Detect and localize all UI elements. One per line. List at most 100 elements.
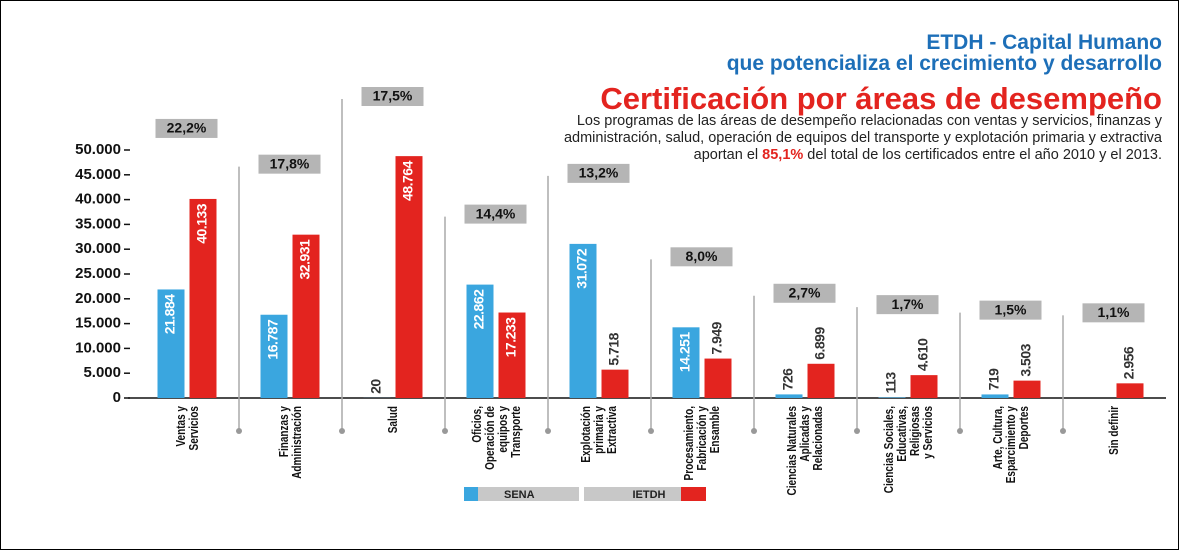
share-label: 14,4%	[476, 205, 516, 221]
y-tick-label: 40.000	[75, 191, 121, 208]
x-tick-label: Arte, Cultura, Esparcimiento y Deportes	[991, 406, 1031, 484]
y-tick-label: 50.000	[75, 141, 121, 158]
x-tick-label: Explotación primaria y Extractiva	[579, 406, 619, 463]
separator-dot	[957, 428, 963, 434]
heading: Certificación por áreas de desempeño	[600, 81, 1162, 116]
share-label: 8,0%	[686, 248, 718, 264]
value-label: 22.862	[471, 289, 487, 330]
share-box	[258, 154, 321, 174]
bar	[1116, 383, 1144, 398]
share-box	[464, 204, 527, 224]
title: ETDH - Capital Humano	[926, 31, 1162, 54]
legend-swatch	[464, 487, 478, 501]
value-label: 726	[780, 368, 796, 391]
separator-dot	[751, 428, 757, 434]
separator-dot	[442, 428, 448, 434]
value-label: 48.764	[400, 160, 416, 201]
value-label: 14.251	[677, 332, 693, 373]
description: Los programas de las áreas de desempeño …	[512, 113, 1162, 164]
value-label: 7.949	[709, 321, 725, 354]
separator-dot	[1060, 428, 1066, 434]
y-tick-label: 20.000	[75, 290, 121, 307]
separator-dot	[339, 428, 345, 434]
y-tick-label: 5.000	[83, 364, 121, 381]
x-tick-label: Procesamiento, Fabricación y Ensamble	[682, 406, 722, 481]
value-label: 113	[883, 372, 899, 394]
share-box	[979, 300, 1042, 320]
bar	[910, 375, 938, 398]
legend-swatch	[681, 487, 706, 501]
share-box	[361, 87, 424, 106]
share-box	[876, 295, 939, 315]
y-tick-label: 35.000	[75, 215, 121, 232]
y-tick-label: 30.000	[75, 240, 121, 257]
description-highlight: 85,1%	[762, 147, 804, 163]
x-tick-label: Oficios, Operación de equipos y Transpor…	[469, 406, 523, 470]
value-label: 6.899	[812, 327, 828, 360]
share-label: 1,1%	[1098, 304, 1130, 320]
value-label: 719	[986, 368, 1002, 391]
legend-label: IETDH	[633, 489, 666, 501]
share-box	[773, 283, 836, 303]
bar	[498, 312, 526, 398]
bar	[157, 289, 185, 398]
bar	[981, 394, 1009, 398]
value-label: 5.718	[606, 332, 622, 365]
bar	[878, 397, 906, 398]
legend-bar	[584, 487, 681, 501]
legend-label: SENA	[504, 489, 535, 501]
value-label: 40.133	[194, 203, 210, 244]
x-tick-label: Ciencias Sociales, Educativas, Religiosa…	[881, 406, 935, 494]
y-tick-label: 10.000	[75, 339, 121, 356]
value-label: 4.610	[915, 338, 931, 371]
x-tick-label: Finanzas y Administración	[276, 406, 304, 479]
x-tick-label: Ventas y Servicios	[173, 406, 201, 451]
bar	[672, 327, 700, 398]
bar	[466, 284, 494, 398]
share-box	[1082, 303, 1145, 323]
y-tick-label: 25.000	[75, 265, 121, 282]
x-tick-label: Sin definir	[1107, 406, 1121, 455]
value-label: 20	[368, 379, 384, 394]
share-label: 2,7%	[789, 284, 821, 300]
share-label: 13,2%	[579, 165, 619, 181]
subtitle: que potencializa el crecimiento y desarr…	[726, 52, 1162, 75]
share-box	[567, 163, 630, 183]
description-text: del total de los certificados entre el a…	[803, 147, 1162, 163]
description-text: Los programas de las áreas de desempeño …	[563, 113, 1162, 163]
share-label: 1,7%	[892, 296, 924, 312]
y-tick-label: 0	[113, 389, 121, 406]
bar	[775, 394, 803, 398]
legend-bar	[478, 487, 579, 501]
value-label: 21.884	[162, 294, 178, 335]
x-tick-label: Ciencias Naturales Aplicadas y Relaciona…	[785, 406, 825, 496]
value-label: 3.503	[1018, 343, 1034, 376]
bar	[807, 363, 835, 398]
bar	[704, 358, 732, 398]
bar	[292, 234, 320, 398]
bar	[601, 369, 629, 398]
share-box	[155, 118, 218, 138]
bar	[189, 198, 217, 398]
y-tick-label: 45.000	[75, 166, 121, 183]
value-label: 16.787	[265, 319, 281, 360]
separator-dot	[545, 428, 551, 434]
separator-dot	[854, 428, 860, 434]
y-tick-label: 15.000	[75, 315, 121, 332]
separator-dot	[236, 428, 242, 434]
value-label: 31.072	[574, 248, 590, 289]
value-label: 32.931	[297, 239, 313, 280]
x-tick-label: Salud	[386, 406, 400, 434]
share-label: 1,5%	[995, 301, 1027, 317]
bar	[1013, 380, 1041, 398]
value-label: 2.956	[1121, 346, 1137, 379]
separator-dot	[648, 428, 654, 434]
share-label: 17,5%	[373, 88, 413, 104]
value-label: 17.233	[503, 317, 519, 358]
share-label: 22,2%	[167, 120, 207, 136]
share-label: 17,8%	[270, 155, 310, 171]
share-box	[670, 247, 733, 267]
bar	[260, 314, 288, 398]
